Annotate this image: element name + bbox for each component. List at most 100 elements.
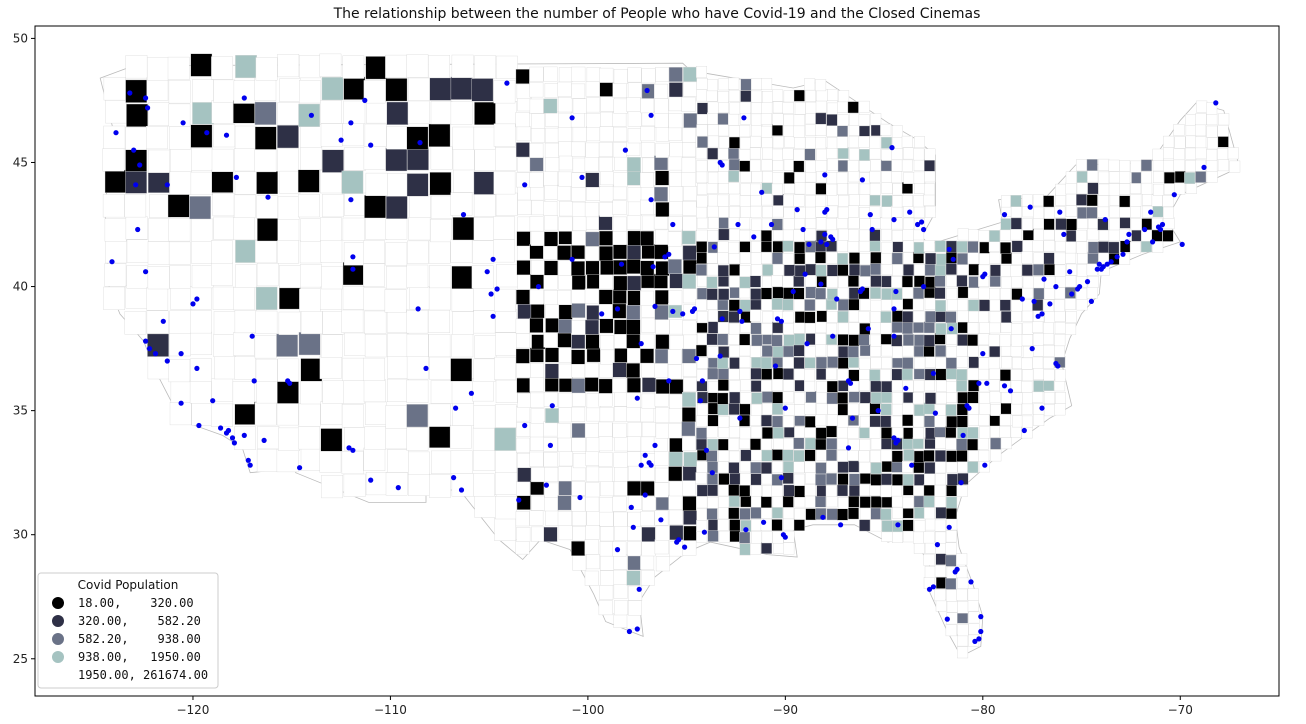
county [804,495,816,508]
county [816,485,828,497]
county [170,379,193,403]
county [1021,402,1033,415]
county [1229,160,1241,173]
county [772,113,784,126]
county [740,379,752,392]
county [428,309,450,334]
county [529,289,544,305]
county [627,555,642,571]
county [627,347,641,363]
county [967,322,979,335]
county [957,577,969,590]
county [729,357,741,370]
county [696,240,708,253]
cinema-point [362,97,368,103]
county [571,83,586,99]
county [837,368,849,381]
county [859,519,871,532]
county [1087,252,1099,264]
county [1217,135,1229,148]
county [750,461,762,474]
county [751,124,763,137]
county [794,426,806,438]
county [946,496,958,509]
cinema-point [822,231,828,237]
county [147,241,170,265]
county [517,157,532,173]
county [729,193,741,206]
county [793,473,805,486]
county [585,172,600,188]
county [750,288,762,301]
cinema-point [178,400,184,406]
cinema-point [346,445,352,451]
county [957,299,969,312]
county [782,472,794,484]
county [655,556,670,572]
county [869,426,881,439]
county [750,322,762,335]
county [923,345,935,357]
county [761,414,773,427]
county [804,369,816,382]
county [924,379,936,392]
county [783,345,795,358]
county [914,520,926,533]
cinema-point [743,527,749,533]
cinema-point [458,487,465,493]
cinema-point [417,140,423,146]
cinema-point [133,182,139,188]
county [924,415,936,428]
county [654,83,668,99]
county [794,404,806,416]
county [146,77,169,101]
county [728,484,740,496]
legend-box [37,572,219,689]
cinema-point [1067,269,1073,275]
county [739,531,751,544]
county [600,570,614,586]
county [255,358,278,383]
county [978,230,990,242]
county [655,525,670,541]
county [517,467,532,483]
county [751,171,763,183]
county [1042,321,1054,334]
county [935,461,947,474]
county [613,275,628,291]
county [870,496,882,508]
county [599,67,614,83]
cinema-point [453,405,459,411]
county [956,553,968,566]
county [1130,218,1142,231]
county [409,194,431,218]
county [543,98,558,114]
county [668,216,683,232]
county [945,426,957,439]
county [654,98,669,114]
county [655,319,670,335]
county [598,378,613,394]
county [627,541,642,557]
chart-title: The relationship between the number of P… [333,6,981,22]
county [1010,369,1022,381]
county [668,466,683,482]
county [1054,264,1066,277]
county [103,286,125,310]
county [923,484,935,496]
county [815,195,827,207]
county [627,67,642,83]
county [979,241,991,254]
county [385,148,408,172]
county [706,288,718,301]
county [762,264,774,276]
county [571,362,586,378]
county [654,391,669,407]
county [1010,205,1022,218]
county [751,218,763,231]
county [751,392,763,405]
cinema-point [648,197,654,203]
county [641,68,656,84]
county [191,218,214,242]
county [869,239,881,252]
